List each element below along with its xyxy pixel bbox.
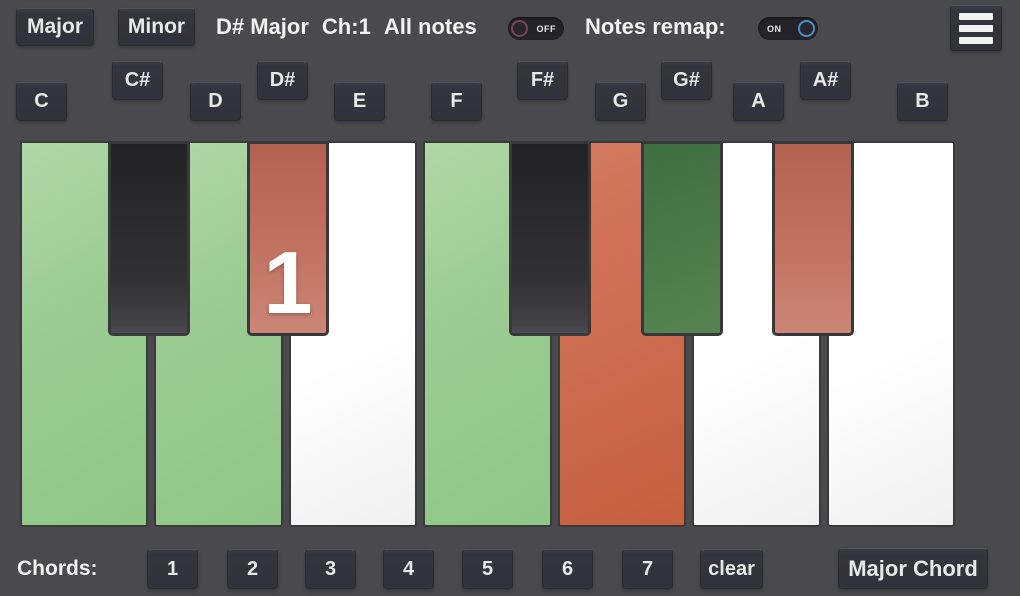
piano-key-csharp[interactable] xyxy=(108,141,190,336)
note-button-f[interactable]: F xyxy=(431,82,482,121)
piano-key-dsharp[interactable]: 1 xyxy=(247,141,329,336)
note-button-e[interactable]: E xyxy=(334,82,385,121)
notes-filter-label: All notes xyxy=(383,14,477,39)
toggle-on-knob xyxy=(798,20,815,37)
note-button-d[interactable]: D xyxy=(190,82,241,121)
toggle-off-knob xyxy=(511,20,528,37)
piano-keyboard: 1 xyxy=(20,141,955,527)
piano-key-fsharp[interactable] xyxy=(509,141,591,336)
chord-button-3[interactable]: 3 xyxy=(305,549,356,589)
chord-button-4[interactable]: 4 xyxy=(383,549,434,589)
chord-button-2[interactable]: 2 xyxy=(227,549,278,589)
piano-key-asharp[interactable] xyxy=(772,141,854,336)
chord-type-button[interactable]: Major Chord xyxy=(838,548,988,589)
major-button[interactable]: Major xyxy=(16,8,94,46)
chords-label: Chords: xyxy=(17,557,98,580)
hamburger-menu-icon[interactable] xyxy=(950,5,1002,51)
note-button-dsharp[interactable]: D# xyxy=(257,61,308,100)
note-button-gsharp[interactable]: G# xyxy=(661,61,712,100)
note-button-fsharp[interactable]: F# xyxy=(517,61,568,100)
chord-root-badge: 1 xyxy=(263,232,313,332)
chord-button-1[interactable]: 1 xyxy=(147,549,198,589)
note-button-csharp[interactable]: C# xyxy=(112,61,163,100)
minor-button[interactable]: Minor xyxy=(118,8,195,46)
status-info: D# Major Ch:1 All notes xyxy=(216,8,477,46)
toggle-off[interactable]: OFF xyxy=(508,17,564,40)
current-key-label: D# Major xyxy=(216,14,309,39)
toggle-on-label: ON xyxy=(767,23,782,34)
note-button-a[interactable]: A xyxy=(733,82,784,121)
toggle-notes-remap[interactable]: ON xyxy=(758,17,818,40)
channel-label: Ch:1 xyxy=(321,14,371,39)
toggle-off-label: OFF xyxy=(536,23,556,34)
note-button-asharp[interactable]: A# xyxy=(800,61,851,100)
clear-button[interactable]: clear xyxy=(700,549,763,589)
note-button-g[interactable]: G xyxy=(595,82,646,121)
piano-key-gsharp[interactable] xyxy=(641,141,723,336)
chord-button-6[interactable]: 6 xyxy=(542,549,593,589)
note-button-b[interactable]: B xyxy=(897,82,948,121)
note-button-c[interactable]: C xyxy=(16,82,67,121)
chord-button-5[interactable]: 5 xyxy=(462,549,513,589)
chord-button-7[interactable]: 7 xyxy=(622,549,673,589)
notes-remap-label: Notes remap: xyxy=(585,14,726,39)
